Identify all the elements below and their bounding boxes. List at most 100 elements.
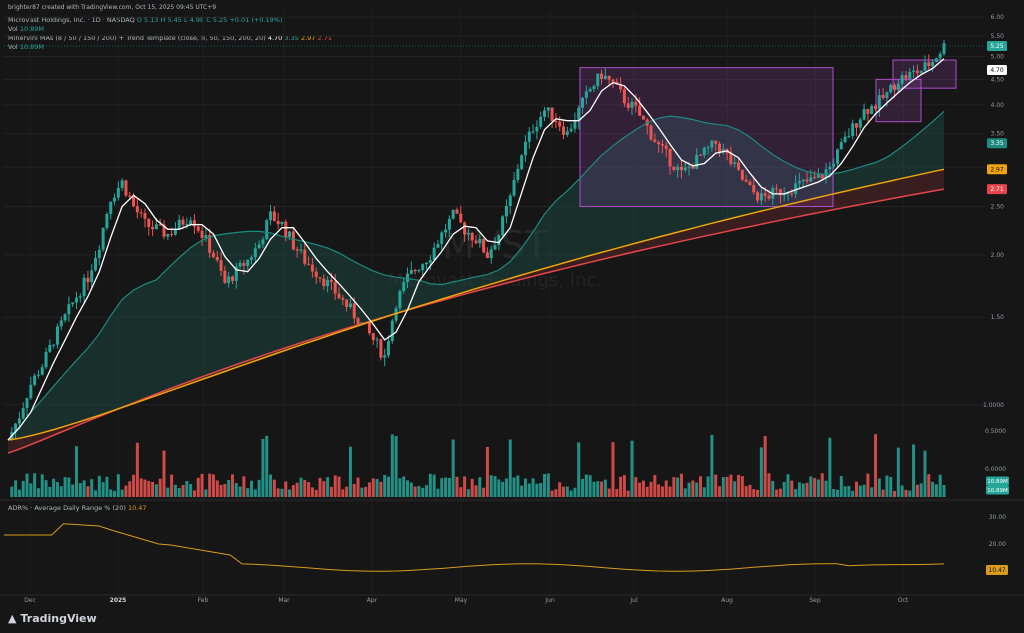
candle-body bbox=[29, 384, 33, 399]
candle-body bbox=[109, 201, 113, 215]
volume-bar bbox=[600, 481, 604, 497]
tradingview-logo-icon: ▲ bbox=[8, 612, 17, 625]
volume-bar bbox=[474, 485, 478, 497]
volume-bar bbox=[493, 476, 497, 497]
volume-bar bbox=[843, 486, 847, 497]
volume-bar bbox=[790, 480, 794, 497]
price-tick-label: 3.00 bbox=[991, 164, 1005, 171]
candle-body bbox=[698, 154, 702, 156]
candle-body bbox=[851, 123, 855, 136]
volume-bar bbox=[672, 477, 676, 497]
volume-bar bbox=[192, 490, 196, 497]
candle-body bbox=[638, 105, 642, 116]
candle-body bbox=[113, 197, 117, 202]
price-tick-label: 1.50 bbox=[991, 314, 1005, 321]
candle-body bbox=[470, 232, 474, 241]
volume-bar bbox=[581, 478, 585, 497]
candle-body bbox=[478, 239, 482, 244]
candle-body bbox=[90, 270, 94, 283]
volume-bar bbox=[710, 434, 714, 497]
candle-body bbox=[173, 229, 177, 235]
tradingview-logo[interactable]: ▲ TradingView bbox=[8, 612, 97, 625]
candle-body bbox=[672, 166, 676, 171]
volume-bar bbox=[626, 490, 630, 497]
candle-body bbox=[752, 185, 756, 193]
candle-body bbox=[607, 75, 611, 80]
candle-body bbox=[44, 351, 48, 368]
volume-bar bbox=[124, 485, 128, 497]
candle-body bbox=[451, 209, 455, 219]
candle-body bbox=[904, 75, 908, 79]
candle-body bbox=[63, 314, 67, 321]
volume-bar bbox=[657, 484, 661, 497]
candle-body bbox=[615, 81, 619, 85]
ma50-line bbox=[7, 110, 945, 441]
volume-bar bbox=[893, 490, 897, 497]
volume-bar bbox=[181, 485, 185, 497]
volume-bar bbox=[603, 479, 607, 497]
candle-body bbox=[858, 119, 862, 128]
candle-body bbox=[337, 293, 341, 299]
volume-bar bbox=[771, 480, 775, 497]
candle-body bbox=[447, 218, 451, 230]
volume-bar bbox=[63, 477, 67, 497]
candle-body bbox=[143, 213, 147, 219]
ma-lines bbox=[7, 58, 945, 454]
candle-body bbox=[626, 103, 630, 108]
volume-bar bbox=[908, 490, 912, 497]
candle-body bbox=[816, 174, 820, 178]
volume-bar bbox=[86, 486, 90, 497]
candle-body bbox=[284, 221, 288, 237]
volume-bar bbox=[634, 477, 638, 497]
candle-body bbox=[908, 71, 912, 79]
volume-bar bbox=[900, 485, 904, 497]
candle-body bbox=[386, 341, 390, 356]
candle-body bbox=[835, 149, 839, 164]
volume-bar bbox=[744, 486, 748, 497]
volume-bar bbox=[356, 477, 360, 497]
candle-body bbox=[558, 121, 562, 127]
adr-line bbox=[4, 523, 945, 572]
candle-body bbox=[322, 278, 326, 287]
volume-bar bbox=[896, 447, 900, 497]
candle-body bbox=[934, 58, 938, 62]
volume-bar bbox=[132, 474, 136, 497]
candle-body bbox=[67, 304, 71, 315]
candle-body bbox=[307, 263, 311, 265]
candle-body bbox=[463, 222, 467, 235]
volume-bar bbox=[428, 473, 432, 497]
volume-bar bbox=[329, 486, 333, 497]
candle-body bbox=[877, 95, 881, 109]
candle-body bbox=[474, 240, 478, 244]
volume-bar bbox=[303, 479, 307, 497]
volume-bar bbox=[531, 478, 535, 497]
volume-bar bbox=[250, 480, 254, 497]
volume-bar bbox=[40, 474, 44, 497]
legend-ma-v1: 4.70 bbox=[267, 34, 283, 42]
volume-bar bbox=[333, 475, 337, 497]
volume-bar bbox=[615, 489, 619, 497]
candle-body bbox=[48, 344, 52, 352]
volume-bar bbox=[280, 488, 284, 497]
candle-body bbox=[573, 120, 577, 129]
volume-bar bbox=[687, 482, 691, 497]
candle-body bbox=[634, 101, 638, 106]
volume-tag-bg bbox=[986, 476, 1009, 486]
volume-bar bbox=[55, 482, 59, 497]
volume-bar bbox=[352, 483, 356, 497]
volume-bar bbox=[341, 489, 345, 497]
volume-bar bbox=[166, 487, 170, 497]
candle-body bbox=[158, 224, 162, 226]
volume-bar bbox=[889, 476, 893, 497]
adr-pane bbox=[4, 523, 945, 572]
volume-bar bbox=[759, 447, 763, 497]
volume-bar bbox=[265, 435, 269, 497]
x-tick-label: Oct bbox=[898, 597, 909, 604]
volume-bar bbox=[527, 483, 531, 497]
candle-body bbox=[542, 110, 546, 117]
candle-body bbox=[326, 279, 330, 287]
volume-bar bbox=[310, 487, 314, 497]
candle-body bbox=[733, 162, 737, 164]
candle-body bbox=[801, 179, 805, 182]
